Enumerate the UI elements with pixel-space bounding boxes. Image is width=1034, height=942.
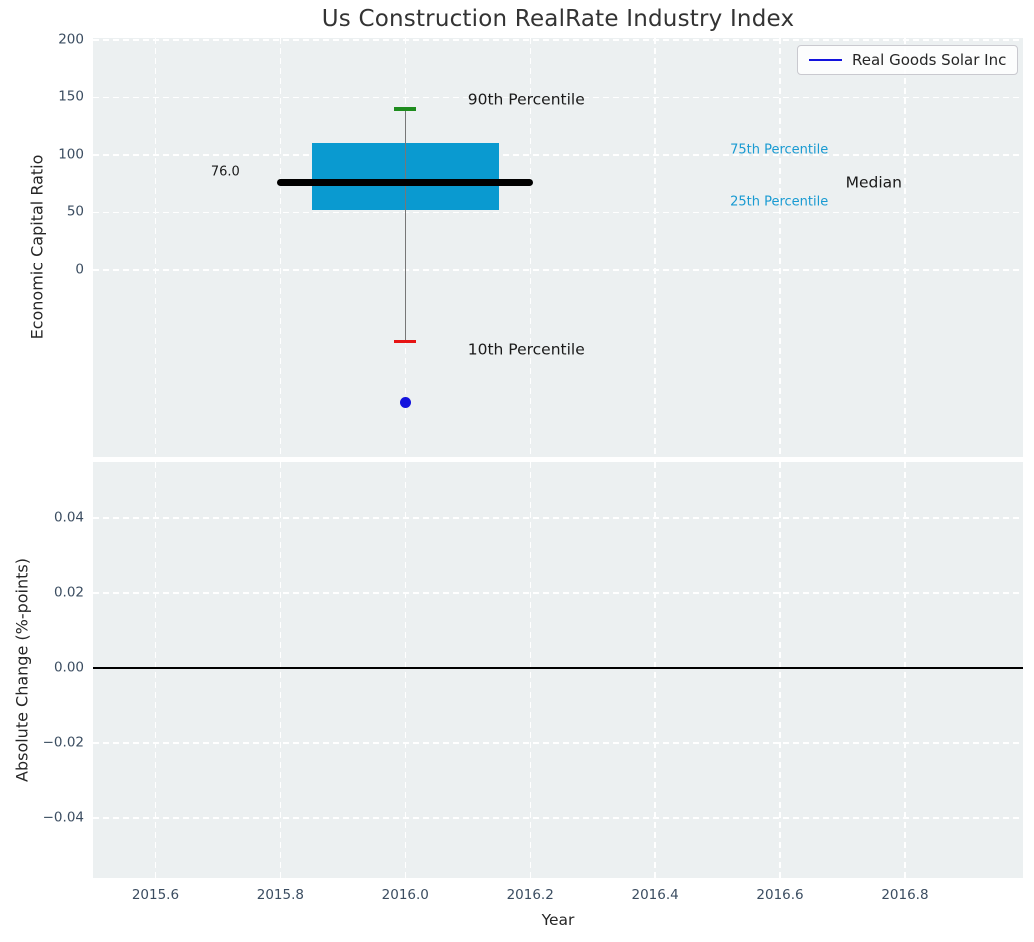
v-gridline xyxy=(654,38,656,457)
median-line xyxy=(277,179,534,187)
y-tick-label: 0.00 xyxy=(53,659,84,676)
v-gridline xyxy=(904,462,906,878)
y-tick-label: 200 xyxy=(58,31,84,48)
company-point xyxy=(399,396,411,408)
v-gridline xyxy=(279,462,282,878)
legend-line-swatch xyxy=(809,59,842,61)
v-gridline xyxy=(529,462,531,878)
annotation-p25-label: 25th Percentile xyxy=(730,194,829,210)
y-tick-label: 150 xyxy=(58,88,84,105)
x-axis-label: Year xyxy=(541,911,575,929)
v-gridline xyxy=(154,38,157,457)
h-gridline xyxy=(93,742,1023,744)
annotation-p75-label: 75th Percentile xyxy=(730,142,829,158)
x-tick-label: 2015.8 xyxy=(256,887,304,903)
h-gridline xyxy=(93,817,1023,819)
y-tick-label: 100 xyxy=(58,146,84,163)
p10-cap xyxy=(394,339,417,344)
annotation-median-label: Median xyxy=(845,172,902,191)
x-tick-label: 2016.6 xyxy=(756,887,804,903)
v-gridline xyxy=(904,38,906,457)
v-gridline xyxy=(279,38,282,457)
y-tick-label: −0.02 xyxy=(42,734,84,751)
legend: Real Goods Solar Inc xyxy=(797,45,1019,75)
top-plot-area: 90th Percentile 10th Percentile 76.0 75th P… xyxy=(93,38,1023,457)
v-gridline xyxy=(404,462,406,878)
h-gridline xyxy=(93,154,1023,156)
x-tick-label: 2015.6 xyxy=(131,887,180,903)
annotation-median-value-label: 76.0 xyxy=(210,164,240,180)
v-gridline xyxy=(154,462,157,878)
v-gridline xyxy=(654,462,656,878)
h-gridline xyxy=(93,39,1023,41)
h-gridline xyxy=(93,517,1023,519)
annotation-p10-label: 10th Percentile xyxy=(467,340,585,359)
y-tick-label: 0 xyxy=(75,261,84,278)
x-tick-label: 2016.8 xyxy=(881,887,929,903)
h-gridline xyxy=(93,211,1023,214)
bottom-plot-area xyxy=(93,462,1023,878)
x-tick-label: 2016.2 xyxy=(506,887,554,903)
chart-title: Us Construction RealRate Industry Index xyxy=(321,6,795,32)
annotation-p90-label: 90th Percentile xyxy=(467,90,585,108)
x-tick-label: 2016.0 xyxy=(381,887,429,903)
y-tick-label: −0.04 xyxy=(42,809,84,826)
v-gridline xyxy=(779,38,781,457)
zero-line xyxy=(93,666,1023,670)
legend-label: Real Goods Solar Inc xyxy=(852,51,1007,69)
x-tick-label: 2016.4 xyxy=(631,887,679,903)
v-gridline xyxy=(529,38,531,457)
y-tick-label: 50 xyxy=(66,203,84,220)
v-gridline xyxy=(779,462,781,878)
y-tick-label: 0.02 xyxy=(53,584,84,601)
whisker-line xyxy=(404,108,407,342)
y-tick-label: 0.04 xyxy=(53,509,84,526)
h-gridline xyxy=(93,592,1023,594)
h-gridline xyxy=(93,96,1023,99)
top-y-axis-label: Economic Capital Ratio xyxy=(27,154,47,340)
h-gridline xyxy=(93,269,1023,271)
p90-cap xyxy=(394,107,417,111)
